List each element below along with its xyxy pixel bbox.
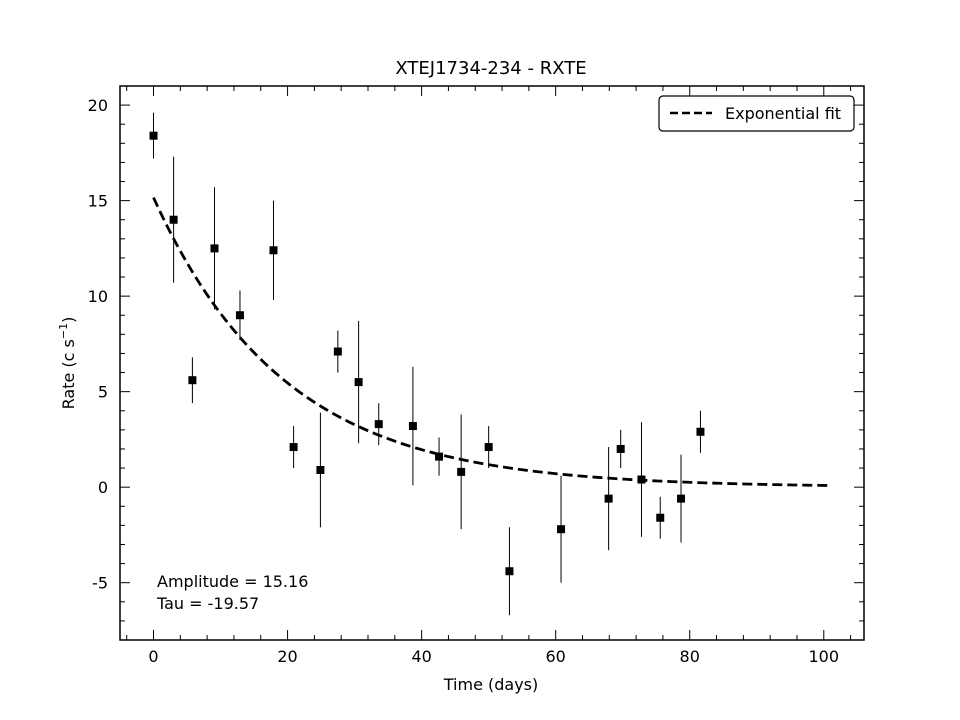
plot-frame [119, 85, 865, 641]
legend: Exponential fit [658, 95, 855, 132]
y-axis-label-sup: −1 [57, 323, 70, 339]
y-tick-label: 15 [88, 192, 108, 211]
data-point [269, 246, 278, 255]
chart-title: XTEJ1734-234 - RXTE [395, 58, 586, 79]
data-point [354, 378, 363, 387]
axis-ticks [120, 85, 864, 641]
annotation-tau: Tau = -19.57 [156, 594, 259, 613]
legend-label: Exponential fit [725, 104, 841, 123]
legend-box [658, 95, 855, 132]
data-point [616, 444, 625, 453]
x-tick-label: 0 [148, 647, 158, 666]
data-point [235, 311, 244, 320]
y-axis-label-close: ) [59, 317, 78, 323]
x-axis-label: Time (days) [443, 675, 539, 694]
data-point [210, 244, 219, 253]
data-point [333, 347, 342, 356]
data-point [435, 452, 444, 461]
y-tick-label: 0 [98, 478, 108, 497]
fit-curve-layer [152, 196, 831, 487]
y-axis-label-text: Rate (c s [59, 339, 78, 409]
data-point [484, 443, 493, 452]
x-tick-label: 60 [545, 647, 565, 666]
data-point [457, 467, 466, 476]
x-tick-label: 20 [277, 647, 297, 666]
data-point [149, 131, 158, 140]
data-point [289, 443, 298, 452]
fit-curve [152, 196, 831, 487]
data-point [677, 494, 686, 503]
data-point [656, 513, 665, 522]
x-tick-labels: 0 20 40 60 80 100 [148, 647, 839, 666]
data-points-layer [149, 112, 705, 616]
y-axis-label: Rate (c s−1) [57, 317, 78, 410]
data-point [188, 376, 197, 385]
y-tick-label: 5 [98, 383, 108, 402]
data-point [557, 525, 566, 534]
annotation-amplitude: Amplitude = 15.16 [157, 572, 308, 591]
data-point [169, 215, 178, 224]
x-tick-label: 40 [411, 647, 431, 666]
y-tick-labels: -5 0 5 10 15 20 [88, 96, 108, 593]
data-point [316, 465, 325, 474]
data-point [505, 567, 514, 576]
data-point [637, 475, 646, 484]
x-tick-label: 80 [680, 647, 700, 666]
data-point [374, 420, 383, 429]
data-point [604, 494, 613, 503]
y-tick-label: 10 [88, 287, 108, 306]
y-tick-label: 20 [88, 96, 108, 115]
y-tick-label: -5 [92, 574, 108, 593]
data-point [408, 422, 417, 431]
x-tick-label: 100 [809, 647, 840, 666]
data-point [696, 427, 705, 436]
